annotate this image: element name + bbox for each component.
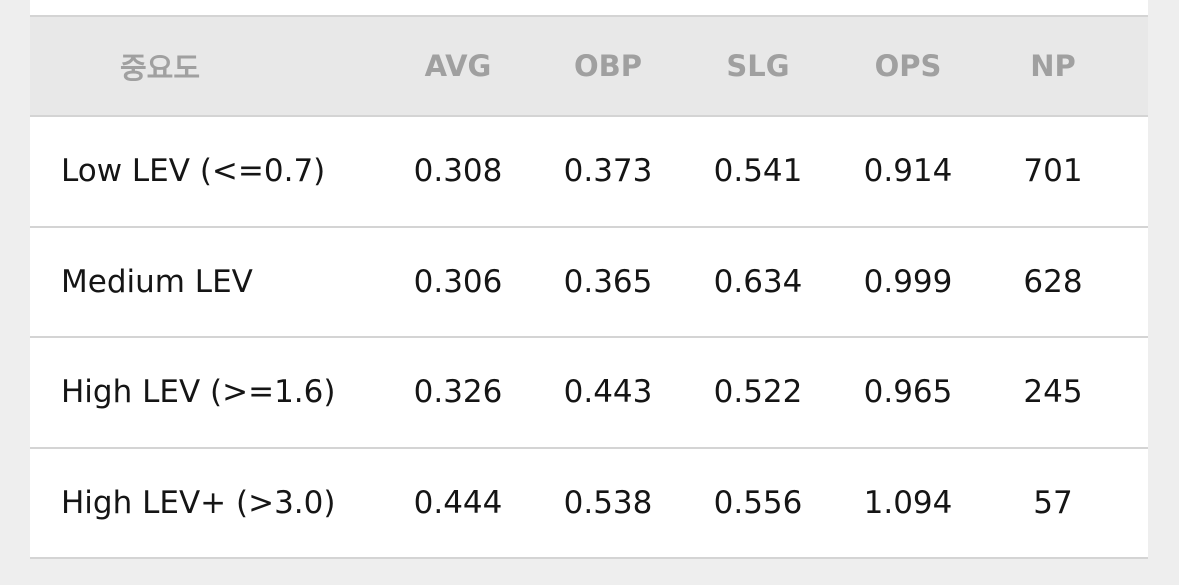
row-label: Medium LEV: [61, 263, 253, 300]
cell: 701: [1023, 153, 1083, 190]
header-row: 중요도 AVG OBP SLG OPS NP: [30, 15, 1148, 117]
cell: 0.373: [563, 153, 653, 190]
cell: OPS: [874, 49, 942, 83]
cell: 0.556: [713, 484, 803, 521]
cell: NP: [1030, 49, 1076, 83]
cell: 0.634: [713, 263, 803, 300]
cell: 0.444: [413, 484, 503, 521]
cell: 0.522: [713, 374, 803, 411]
row-label: High LEV+ (>3.0): [61, 484, 336, 521]
cell: 0.308: [413, 153, 503, 190]
row-label: 중요도: [120, 51, 201, 85]
cell: 0.999: [863, 263, 953, 300]
row-label: Low LEV (<=0.7): [61, 153, 326, 190]
table-row: Low LEV (<=0.7) 0.308 0.373 0.541 0.914 701: [30, 117, 1148, 228]
table-row: High LEV+ (>3.0) 0.444 0.538 0.556 1.094 57: [30, 449, 1148, 559]
table-row: High LEV (>=1.6) 0.326 0.443 0.522 0.965 245: [30, 338, 1148, 449]
cell: 0.326: [413, 374, 503, 411]
cell: 57: [1033, 484, 1073, 521]
cell: SLG: [726, 49, 790, 83]
table: 중요도 AVG OBP SLG OPS NP Low LEV (<=0.7) 0.308 0.3…: [30, 0, 1148, 559]
cell: 245: [1023, 374, 1083, 411]
cell: 0.443: [563, 374, 653, 411]
table-row: Medium LEV 0.306 0.365 0.634 0.999 628: [30, 228, 1148, 338]
row-label: High LEV (>=1.6): [61, 374, 336, 411]
cell: 0.538: [563, 484, 653, 521]
cell: 628: [1023, 263, 1083, 300]
cell: 0.365: [563, 263, 653, 300]
cell: 1.094: [863, 484, 953, 521]
cell: 0.541: [713, 153, 803, 190]
cell: OBP: [573, 49, 642, 83]
cell: AVG: [424, 49, 492, 83]
cell: 0.965: [863, 374, 953, 411]
cell: 0.306: [413, 263, 503, 300]
cell: 0.914: [863, 153, 953, 190]
